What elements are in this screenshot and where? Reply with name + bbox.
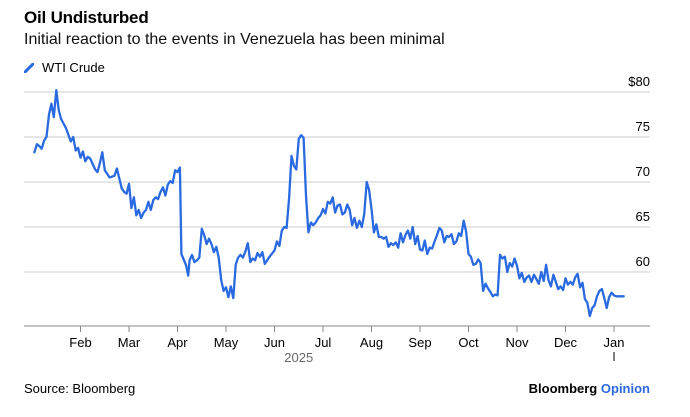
x-tick-label: Sep	[408, 335, 431, 350]
year-label: 2025	[284, 350, 313, 365]
y-tick-label: 75	[636, 119, 650, 134]
series-line-wti-crude	[33, 89, 625, 318]
y-tick-label: 65	[636, 209, 650, 224]
chart-subtitle: Initial reaction to the events in Venezu…	[24, 31, 445, 48]
brand-name: Bloomberg	[528, 381, 598, 396]
y-tick-label: 60	[636, 254, 650, 269]
x-tick-label: Jul	[315, 335, 332, 350]
brand-suffix: Opinion	[600, 381, 650, 396]
legend-label: WTI Crude	[42, 60, 105, 75]
x-tick-label: Jan	[604, 335, 625, 350]
chart-title: Oil Undisturbed	[24, 8, 149, 27]
legend-line-icon	[24, 62, 34, 73]
source-note: Source: Bloomberg	[24, 381, 136, 396]
brand-logo: Bloomberg Opinion	[529, 381, 650, 396]
y-tick-label: $80	[628, 74, 650, 89]
x-tick-label: Dec	[554, 335, 578, 350]
y-tick-label: 70	[636, 164, 650, 179]
legend: WTI Crude	[24, 60, 105, 75]
x-tick-label: Oct	[458, 335, 479, 350]
x-tick-label: May	[214, 335, 239, 350]
x-tick-label: Mar	[118, 335, 141, 350]
x-tick-label: Apr	[167, 335, 188, 350]
x-tick-label: Feb	[69, 335, 91, 350]
x-tick-label: Nov	[505, 335, 529, 350]
x-tick-label: Jun	[264, 335, 285, 350]
x-tick-label: Aug	[360, 335, 383, 350]
